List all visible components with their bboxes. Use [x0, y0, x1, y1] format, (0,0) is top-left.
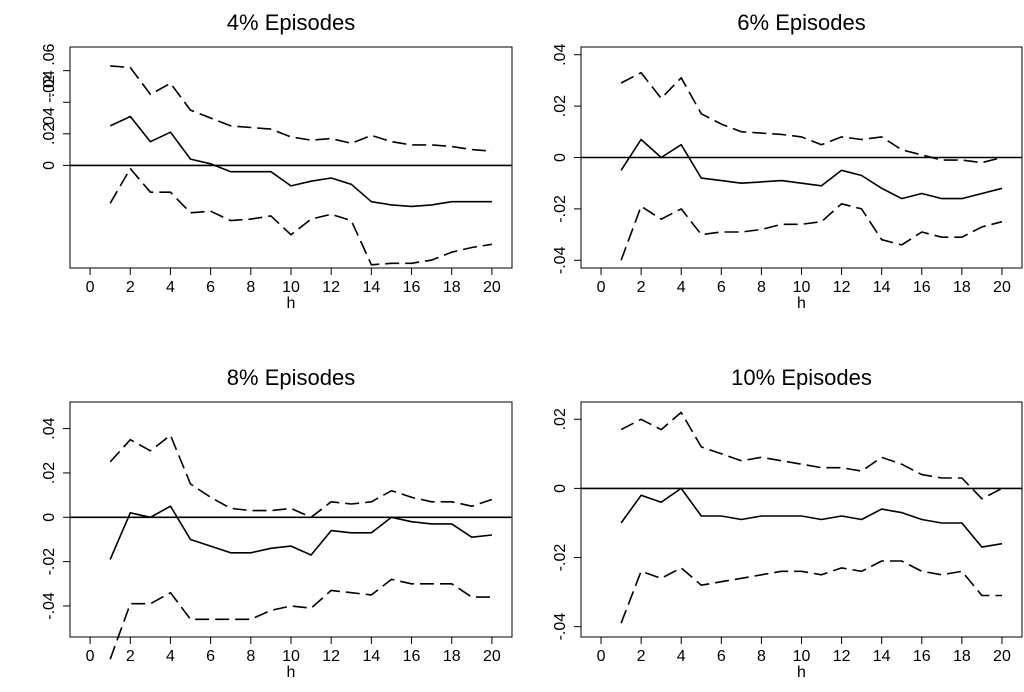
x-tick-label: 20 — [993, 648, 1011, 665]
series-upper-line — [109, 434, 493, 519]
series-lower-line — [620, 560, 1002, 624]
x-axis-label: h — [287, 664, 296, 681]
y-tick-label: -.02 — [552, 195, 569, 223]
x-tick-label: 4 — [677, 648, 686, 665]
x-tick-label: 10 — [282, 648, 300, 665]
x-tick-label: 8 — [246, 648, 255, 665]
plot-frame — [69, 401, 513, 638]
series-estimate-line — [620, 138, 1003, 200]
x-tick-label: 16 — [913, 279, 931, 296]
x-tick-label: 14 — [362, 279, 380, 296]
x-tick-label: 4 — [166, 648, 175, 665]
y-tick-label: -.02 — [552, 544, 569, 572]
series-upper-line — [110, 65, 492, 152]
x-tick-label: 6 — [206, 648, 215, 665]
x-tick-label: 12 — [322, 279, 340, 296]
x-tick-label: 0 — [597, 279, 606, 296]
y-tick-label: .04 — [41, 417, 58, 439]
chart-title: 10% Episodes — [731, 365, 872, 390]
panel-3: 8% Episodes 0 2 4 6 8 10 12 14 16 18 20 h -.04 -.02 0 .0… — [41, 365, 513, 681]
y-tick-label: .02 — [552, 408, 569, 430]
chart-title: 4% Episodes — [227, 10, 355, 35]
series-estimate-line — [109, 115, 492, 208]
x-axis-label: h — [797, 664, 806, 681]
series-upper-line — [620, 411, 1003, 500]
plot-frame — [580, 401, 1023, 638]
x-axis-label: h — [287, 295, 296, 312]
x-tick-label: 0 — [597, 648, 606, 665]
series-lower-line — [109, 578, 492, 660]
x-tick-label: 12 — [322, 648, 340, 665]
y-tick-label: 0 — [41, 161, 58, 170]
panel-4: 10% Episodes 0 2 4 6 8 10 12 14 16 18 20 h -.04 -.02 0.… — [552, 365, 1023, 681]
panel-2: 6% Episodes 0 2 4 6 8 10 12 14 16 18 20 h -.04 -.02 0 .0… — [552, 10, 1023, 312]
y-tick-label: -.04 — [41, 592, 58, 620]
y-tick-label: -.04 .06 — [41, 43, 58, 97]
x-tick-label: 20 — [483, 648, 501, 665]
x-tick-label: 6 — [206, 279, 215, 296]
x-tick-label: 10 — [793, 279, 811, 296]
x-tick-label: 14 — [873, 648, 891, 665]
x-tick-label: 6 — [717, 648, 726, 665]
y-tick-label: 0 — [41, 513, 58, 522]
x-tick-label: 2 — [126, 648, 135, 665]
y-tick-label: -.04 — [552, 613, 569, 641]
y-tick-label: -.02 — [41, 548, 58, 576]
x-tick-label: 14 — [362, 648, 380, 665]
y-tick-label: .04 — [552, 43, 569, 65]
y-tick-label: .04 -.02 — [41, 75, 58, 129]
x-tick-label: 16 — [403, 279, 421, 296]
x-tick-label: 4 — [677, 279, 686, 296]
x-tick-label: 18 — [953, 648, 971, 665]
x-tick-label: 16 — [403, 648, 421, 665]
series-estimate-line — [109, 505, 492, 560]
series-upper-line — [620, 71, 1003, 164]
x-tick-label: 12 — [833, 648, 851, 665]
x-tick-label: 10 — [793, 648, 811, 665]
panel-1: 4% Episodes 0 2 4 6 8 10 12 14 16 18 20 h 0 .02.04 -.0… — [41, 10, 513, 312]
y-tick-label: 0 — [552, 484, 569, 493]
chart-title: 8% Episodes — [227, 365, 355, 390]
x-tick-label: 8 — [757, 648, 766, 665]
x-tick-label: 10 — [282, 279, 300, 296]
x-tick-label: 18 — [953, 279, 971, 296]
x-tick-label: 12 — [833, 279, 851, 296]
x-tick-label: 2 — [126, 279, 135, 296]
x-tick-label: 14 — [873, 279, 891, 296]
x-axis-label: h — [797, 295, 806, 312]
chart-title: 6% Episodes — [737, 10, 865, 35]
x-tick-label: 18 — [443, 648, 461, 665]
x-tick-label: 16 — [913, 648, 931, 665]
y-tick-label: .02 — [41, 123, 58, 145]
x-tick-label: 0 — [86, 279, 95, 296]
x-tick-label: 20 — [993, 279, 1011, 296]
y-tick-label: .02 — [552, 95, 569, 117]
x-tick-label: 8 — [757, 279, 766, 296]
y-tick-label: .02 — [41, 462, 58, 484]
x-tick-label: 2 — [637, 279, 646, 296]
x-tick-label: 20 — [483, 279, 501, 296]
x-tick-label: 8 — [246, 279, 255, 296]
x-tick-label: 6 — [717, 279, 726, 296]
x-tick-label: 4 — [166, 279, 175, 296]
series-estimate-line — [620, 487, 1003, 548]
series-lower-line — [620, 203, 1003, 261]
series-lower-line — [109, 167, 493, 266]
y-tick-label: 0 — [552, 153, 569, 162]
x-tick-label: 18 — [443, 279, 461, 296]
y-tick-label: -.04 — [552, 246, 569, 274]
x-tick-label: 0 — [86, 648, 95, 665]
x-tick-label: 2 — [637, 648, 646, 665]
